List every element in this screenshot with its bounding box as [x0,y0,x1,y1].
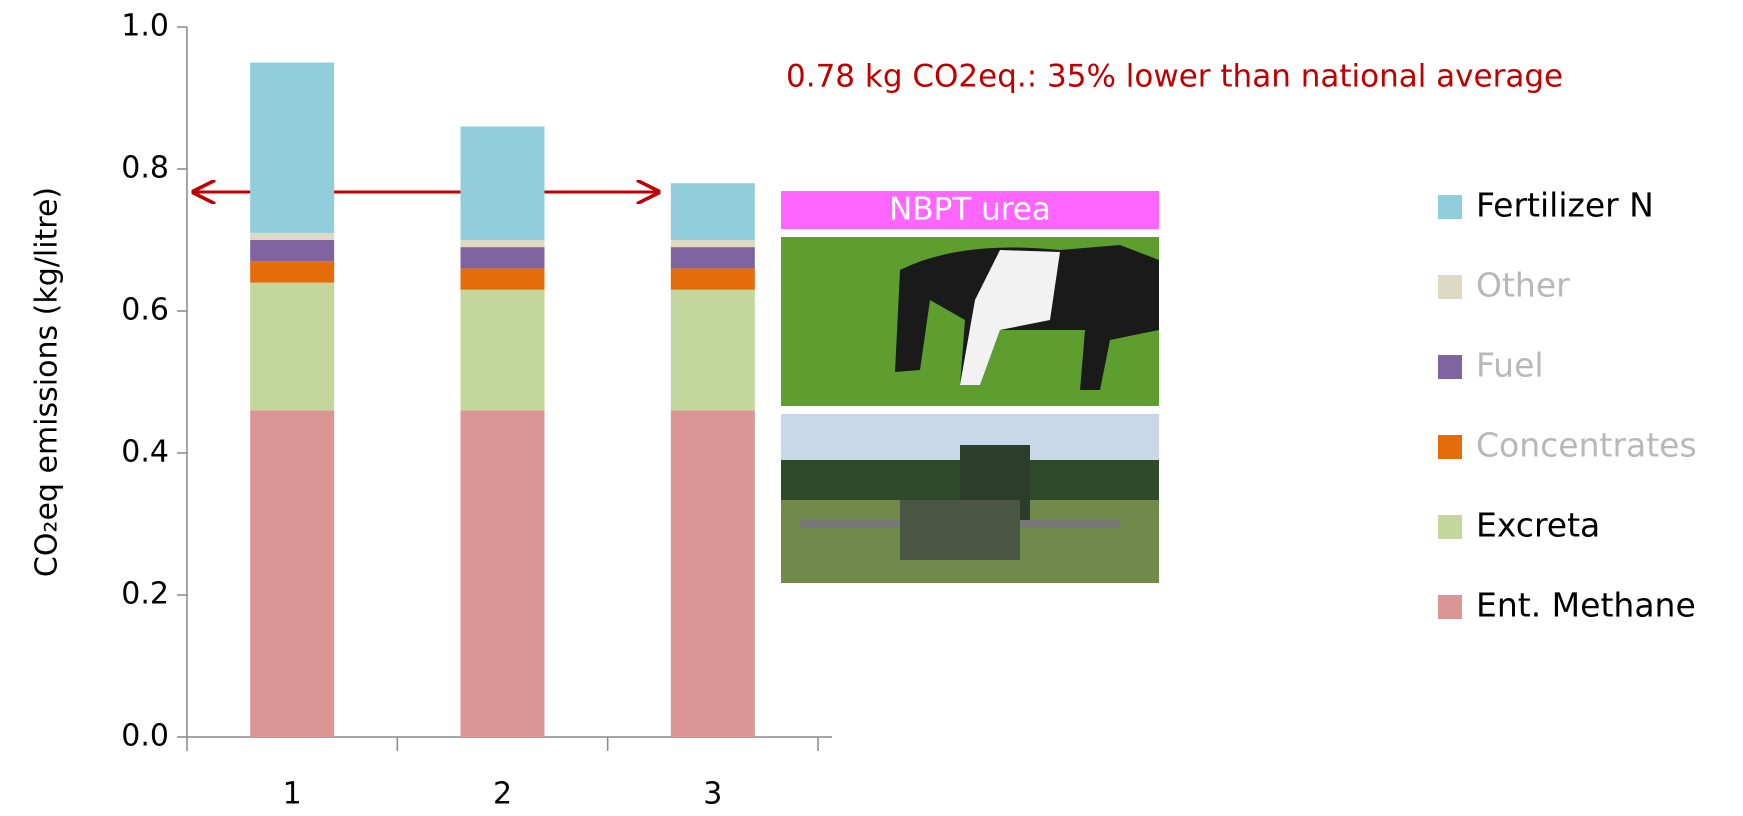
legend-swatch [1438,275,1462,299]
legend-label: Fuel [1476,346,1544,385]
bar-segment [670,289,755,411]
bar-segment [250,240,335,262]
legend-label: Ent. Methane [1476,586,1696,625]
bar-segment [250,410,335,737]
y-tick-label: 0.4 [121,435,169,470]
bar-segment [250,261,335,283]
bar-segment [460,289,545,411]
annotation: 0.78 kg CO2eq.: 35% lower than national … [786,59,1563,95]
legend-label: Excreta [1476,506,1600,545]
bar-segment [670,268,755,290]
bar-segment [460,268,545,290]
y-tick-label: 0.2 [121,577,169,612]
bar-segment [670,183,755,240]
legend-label: Other [1476,266,1570,305]
legend-swatch [1438,515,1462,539]
legend-swatch [1438,595,1462,619]
y-axis-label: CO₂eq emissions (kg/litre) [30,187,65,577]
bar-segment [460,126,545,240]
photo-tractor [781,414,1159,583]
photo-label-box [781,191,1159,229]
x-tick-label: 2 [493,777,512,812]
bar-segment [250,232,335,240]
bar-segment [670,247,755,269]
y-tick-label: 0.0 [121,719,169,754]
y-tick-label: 0.8 [121,151,169,186]
y-tick-label: 0.6 [121,293,169,328]
bar-segment [460,247,545,269]
legend-label: Fertilizer N [1476,186,1654,225]
legend-swatch [1438,435,1462,459]
photo-cow [781,237,1159,406]
x-tick-label: 3 [703,777,722,812]
bar-segment [250,62,335,233]
bar-segment [460,240,545,248]
y-tick-label: 1.0 [121,9,169,44]
legend-label: Concentrates [1476,426,1697,465]
photo-label: NBPT urea [889,192,1051,228]
bar-segment [670,410,755,737]
bar-segment [460,410,545,737]
bar-segment [250,282,335,411]
legend-swatch [1438,355,1462,379]
bar-segment [670,240,755,248]
x-tick-label: 1 [283,777,302,812]
legend-swatch [1438,195,1462,219]
